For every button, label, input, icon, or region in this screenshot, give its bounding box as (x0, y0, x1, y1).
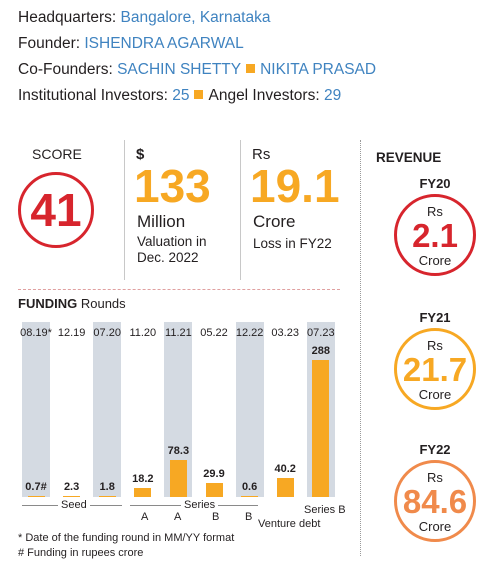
funding-value-label: 78.3 (167, 444, 190, 457)
revenue-value-fy21: 21.7 (402, 351, 468, 388)
institutional-value: 25 (172, 87, 190, 104)
cofounder-1: SACHIN SHETTY (117, 61, 242, 78)
funding-date-label: 08.19* (20, 327, 52, 339)
loss-unit: Crore (253, 212, 296, 231)
founder-value: ISHENDRA AGARWAL (84, 35, 244, 52)
funding-value-label: 18.2 (132, 473, 154, 486)
column-divider (360, 140, 361, 556)
separator-square-icon (194, 90, 204, 99)
loss-note: Loss in FY22 (253, 236, 332, 251)
series-a-label-2: A (174, 511, 182, 523)
funding-chart: 08.19* 0.7# 12.19 2.3 07.20 1.8 11.20 18.2 11.21… (20, 322, 335, 497)
divider (240, 140, 241, 280)
revenue-title: REVENUE (376, 150, 442, 165)
revenue-year-fy22: FY22 (419, 442, 451, 457)
funding-column-background (93, 322, 122, 497)
funding-value-label: 0.7# (25, 480, 47, 493)
funding-value-label: 288 (311, 345, 330, 357)
funding-title-rest: Rounds (80, 296, 126, 311)
cofounders-label: Co-Founders: (18, 61, 113, 78)
revenue-circle-fy21: Rs 21.7 Crore (394, 328, 476, 410)
funding-value-label: 29.9 (203, 467, 225, 480)
headquarters-label: Headquarters: (18, 9, 117, 26)
funding-bar (98, 495, 116, 497)
score-value: 41 (30, 184, 82, 236)
angel-value: 29 (323, 87, 342, 104)
valuation-currency: $ (136, 146, 145, 163)
angel-label: Angel Investors: (208, 87, 320, 104)
separator-square-icon (246, 64, 256, 73)
funding-date-label: 03.23 (271, 327, 299, 339)
series-b-label-1: B (212, 511, 220, 523)
funding-bar (63, 495, 81, 497)
funding-column-background (22, 322, 50, 497)
funding-bar (205, 482, 223, 497)
score-label: SCORE (32, 146, 82, 162)
funding-value-label: 1.8 (99, 480, 115, 493)
score-circle: 41 (18, 172, 94, 248)
series-b-final-label: Series B (302, 504, 348, 516)
funding-date-label: 07.23 (307, 327, 335, 339)
revenue-currency: Rs (427, 470, 443, 485)
section-divider (18, 289, 340, 290)
revenue-currency: Rs (427, 338, 443, 353)
revenue-value-fy20: 2.1 (412, 217, 458, 254)
revenue-year-fy20: FY20 (419, 176, 451, 191)
revenue-unit: Crore (418, 519, 452, 534)
valuation-value: 133 (134, 160, 211, 212)
funding-bar (241, 495, 259, 497)
investors-line: Institutional Investors: 25 Angel Investo… (18, 87, 341, 105)
funding-value-label: 40.2 (274, 462, 296, 475)
founder-label: Founder: (18, 35, 81, 52)
funding-bar (169, 459, 187, 497)
cofounders-line: Co-Founders: SACHIN SHETTY NIKITA PRASAD (18, 61, 376, 79)
revenue-circle-fy20: Rs 2.1 Crore (394, 194, 476, 276)
divider (124, 140, 125, 280)
headquarters-line: Headquarters: Bangalore, Karnataka (18, 9, 270, 27)
funding-date-label: 05.22 (200, 327, 228, 339)
revenue-circle-fy22: Rs 84.6 Crore (394, 460, 476, 542)
funding-bar (134, 488, 152, 497)
funding-date-label: 11.21 (165, 327, 192, 339)
funding-date-label: 07.20 (93, 327, 121, 339)
funding-bar (312, 360, 330, 497)
valuation-note: Valuation in Dec. 2022 (137, 234, 207, 265)
loss-currency: Rs (252, 146, 271, 163)
series-a-label-1: A (141, 511, 149, 523)
revenue-currency: Rs (427, 204, 443, 219)
founder-line: Founder: ISHENDRA AGARWAL (18, 35, 244, 53)
venture-debt-label: Venture debt (258, 518, 321, 530)
series-b-label-2: B (245, 511, 253, 523)
footnote-currency: # Funding in rupees crore (18, 547, 144, 559)
headquarters-value: Bangalore, Karnataka (120, 9, 271, 26)
funding-bar (276, 477, 294, 497)
loss-value: 19.1 (250, 160, 340, 212)
revenue-unit: Crore (418, 387, 452, 402)
seed-label: Seed (58, 499, 90, 511)
funding-title-bold: FUNDING (18, 296, 78, 311)
funding-title: FUNDING Rounds (18, 296, 126, 311)
revenue-year-fy21: FY21 (419, 310, 451, 325)
funding-value-label: 2.3 (63, 480, 80, 493)
funding-date-label: 11.20 (129, 327, 157, 339)
valuation-unit: Million (137, 212, 186, 231)
revenue-value-fy22: 84.6 (402, 483, 468, 520)
footnote-date: * Date of the funding round in MM/YY for… (18, 532, 235, 544)
funding-date-label: 12.19 (57, 327, 86, 339)
series-label: Series (181, 499, 219, 511)
funding-column-background (235, 322, 264, 497)
funding-date-label: 12.22 (235, 327, 264, 339)
revenue-unit: Crore (418, 253, 452, 268)
cofounder-2: NIKITA PRASAD (260, 61, 377, 78)
funding-value-label: 0.6 (241, 480, 258, 493)
institutional-label: Institutional Investors: (18, 87, 168, 104)
funding-bar (27, 495, 45, 497)
